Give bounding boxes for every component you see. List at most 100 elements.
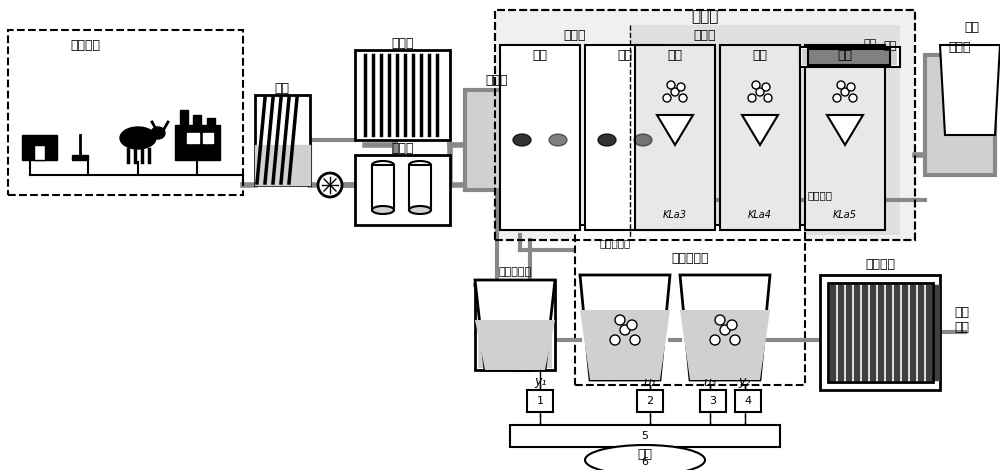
Bar (495, 10, 915, 240)
Circle shape (620, 325, 630, 335)
Bar (34, 145, 45, 160)
Circle shape (679, 94, 687, 102)
Polygon shape (475, 280, 555, 370)
Text: 通讯: 通讯 (638, 448, 652, 462)
Polygon shape (742, 115, 778, 145)
Bar (187, 133, 199, 143)
Text: 1: 1 (536, 396, 544, 406)
Circle shape (627, 320, 637, 330)
Circle shape (727, 320, 737, 330)
Bar (478, 320, 552, 368)
Circle shape (837, 81, 845, 89)
Text: 二区: 二区 (618, 48, 633, 62)
Text: 格栅: 格栅 (275, 81, 290, 94)
Circle shape (715, 315, 725, 325)
Bar (409, 165, 431, 210)
Ellipse shape (372, 206, 394, 214)
Bar (72, 155, 88, 160)
Circle shape (667, 81, 675, 89)
Ellipse shape (598, 134, 616, 146)
Bar (820, 275, 940, 390)
Text: 五区: 五区 (838, 48, 852, 62)
Bar (802, 49, 897, 65)
Text: 污泥回流: 污泥回流 (808, 190, 832, 200)
Text: 4: 4 (744, 396, 752, 406)
Bar (637, 390, 663, 412)
Bar (207, 118, 215, 127)
Bar (585, 45, 665, 230)
Text: 二沉池: 二沉池 (949, 40, 971, 54)
Bar (925, 55, 995, 175)
Ellipse shape (585, 445, 705, 470)
Text: KLa3: KLa3 (663, 210, 687, 220)
Bar (495, 10, 915, 240)
Bar (355, 155, 450, 225)
Bar (22, 135, 57, 160)
Polygon shape (475, 320, 555, 370)
Circle shape (318, 173, 342, 197)
Polygon shape (680, 310, 770, 380)
Circle shape (630, 335, 640, 345)
Text: 5: 5 (642, 431, 648, 441)
Circle shape (762, 83, 770, 91)
Text: 充氧: 充氧 (883, 41, 897, 51)
Text: y₁: y₁ (534, 376, 546, 389)
Text: y₂: y₂ (739, 376, 751, 389)
Bar (527, 390, 553, 412)
Bar (830, 285, 835, 380)
Bar (510, 425, 780, 447)
Polygon shape (827, 115, 863, 145)
Bar (175, 125, 220, 160)
Bar (934, 285, 939, 380)
Bar (635, 45, 715, 230)
Text: 一区: 一区 (532, 48, 548, 62)
Text: 污泥消化池: 污泥消化池 (671, 251, 709, 265)
Bar (203, 133, 213, 143)
Bar (355, 50, 450, 140)
Circle shape (720, 325, 730, 335)
Bar (475, 280, 555, 370)
Circle shape (677, 83, 685, 91)
Polygon shape (680, 275, 770, 380)
Text: 三区: 三区 (668, 48, 682, 62)
Bar (575, 225, 805, 385)
Bar (910, 285, 915, 380)
Polygon shape (657, 115, 693, 145)
Text: 初沉池: 初沉池 (486, 73, 508, 86)
Circle shape (663, 94, 671, 102)
Text: 河道: 河道 (964, 21, 980, 33)
Circle shape (730, 335, 740, 345)
Ellipse shape (151, 127, 165, 139)
Text: 生化池: 生化池 (691, 9, 719, 24)
Polygon shape (580, 275, 670, 380)
Text: u₁: u₁ (644, 376, 656, 389)
Bar (846, 285, 851, 380)
Circle shape (847, 83, 855, 91)
Bar (862, 285, 867, 380)
Circle shape (833, 94, 841, 102)
Bar (720, 45, 800, 230)
Circle shape (671, 88, 679, 96)
Circle shape (610, 335, 620, 345)
Polygon shape (580, 310, 670, 380)
Ellipse shape (409, 161, 431, 169)
Text: 厕氧区: 厕氧区 (564, 29, 586, 41)
Ellipse shape (513, 134, 531, 146)
Circle shape (615, 315, 625, 325)
Circle shape (764, 94, 772, 102)
Circle shape (756, 88, 764, 96)
Bar (902, 285, 907, 380)
Text: 6: 6 (642, 457, 648, 467)
Text: 污泥浓缩池: 污泥浓缩池 (498, 267, 532, 277)
Bar (926, 285, 931, 380)
Polygon shape (70, 110, 90, 125)
Text: 充氧: 充氧 (863, 39, 877, 49)
Bar (193, 115, 201, 127)
Bar (255, 145, 310, 185)
Bar (255, 95, 310, 185)
Text: 污泥
处理: 污泥 处理 (954, 306, 970, 334)
Bar (8, 30, 243, 195)
Ellipse shape (120, 127, 156, 149)
Ellipse shape (634, 134, 652, 146)
Bar (700, 390, 726, 412)
